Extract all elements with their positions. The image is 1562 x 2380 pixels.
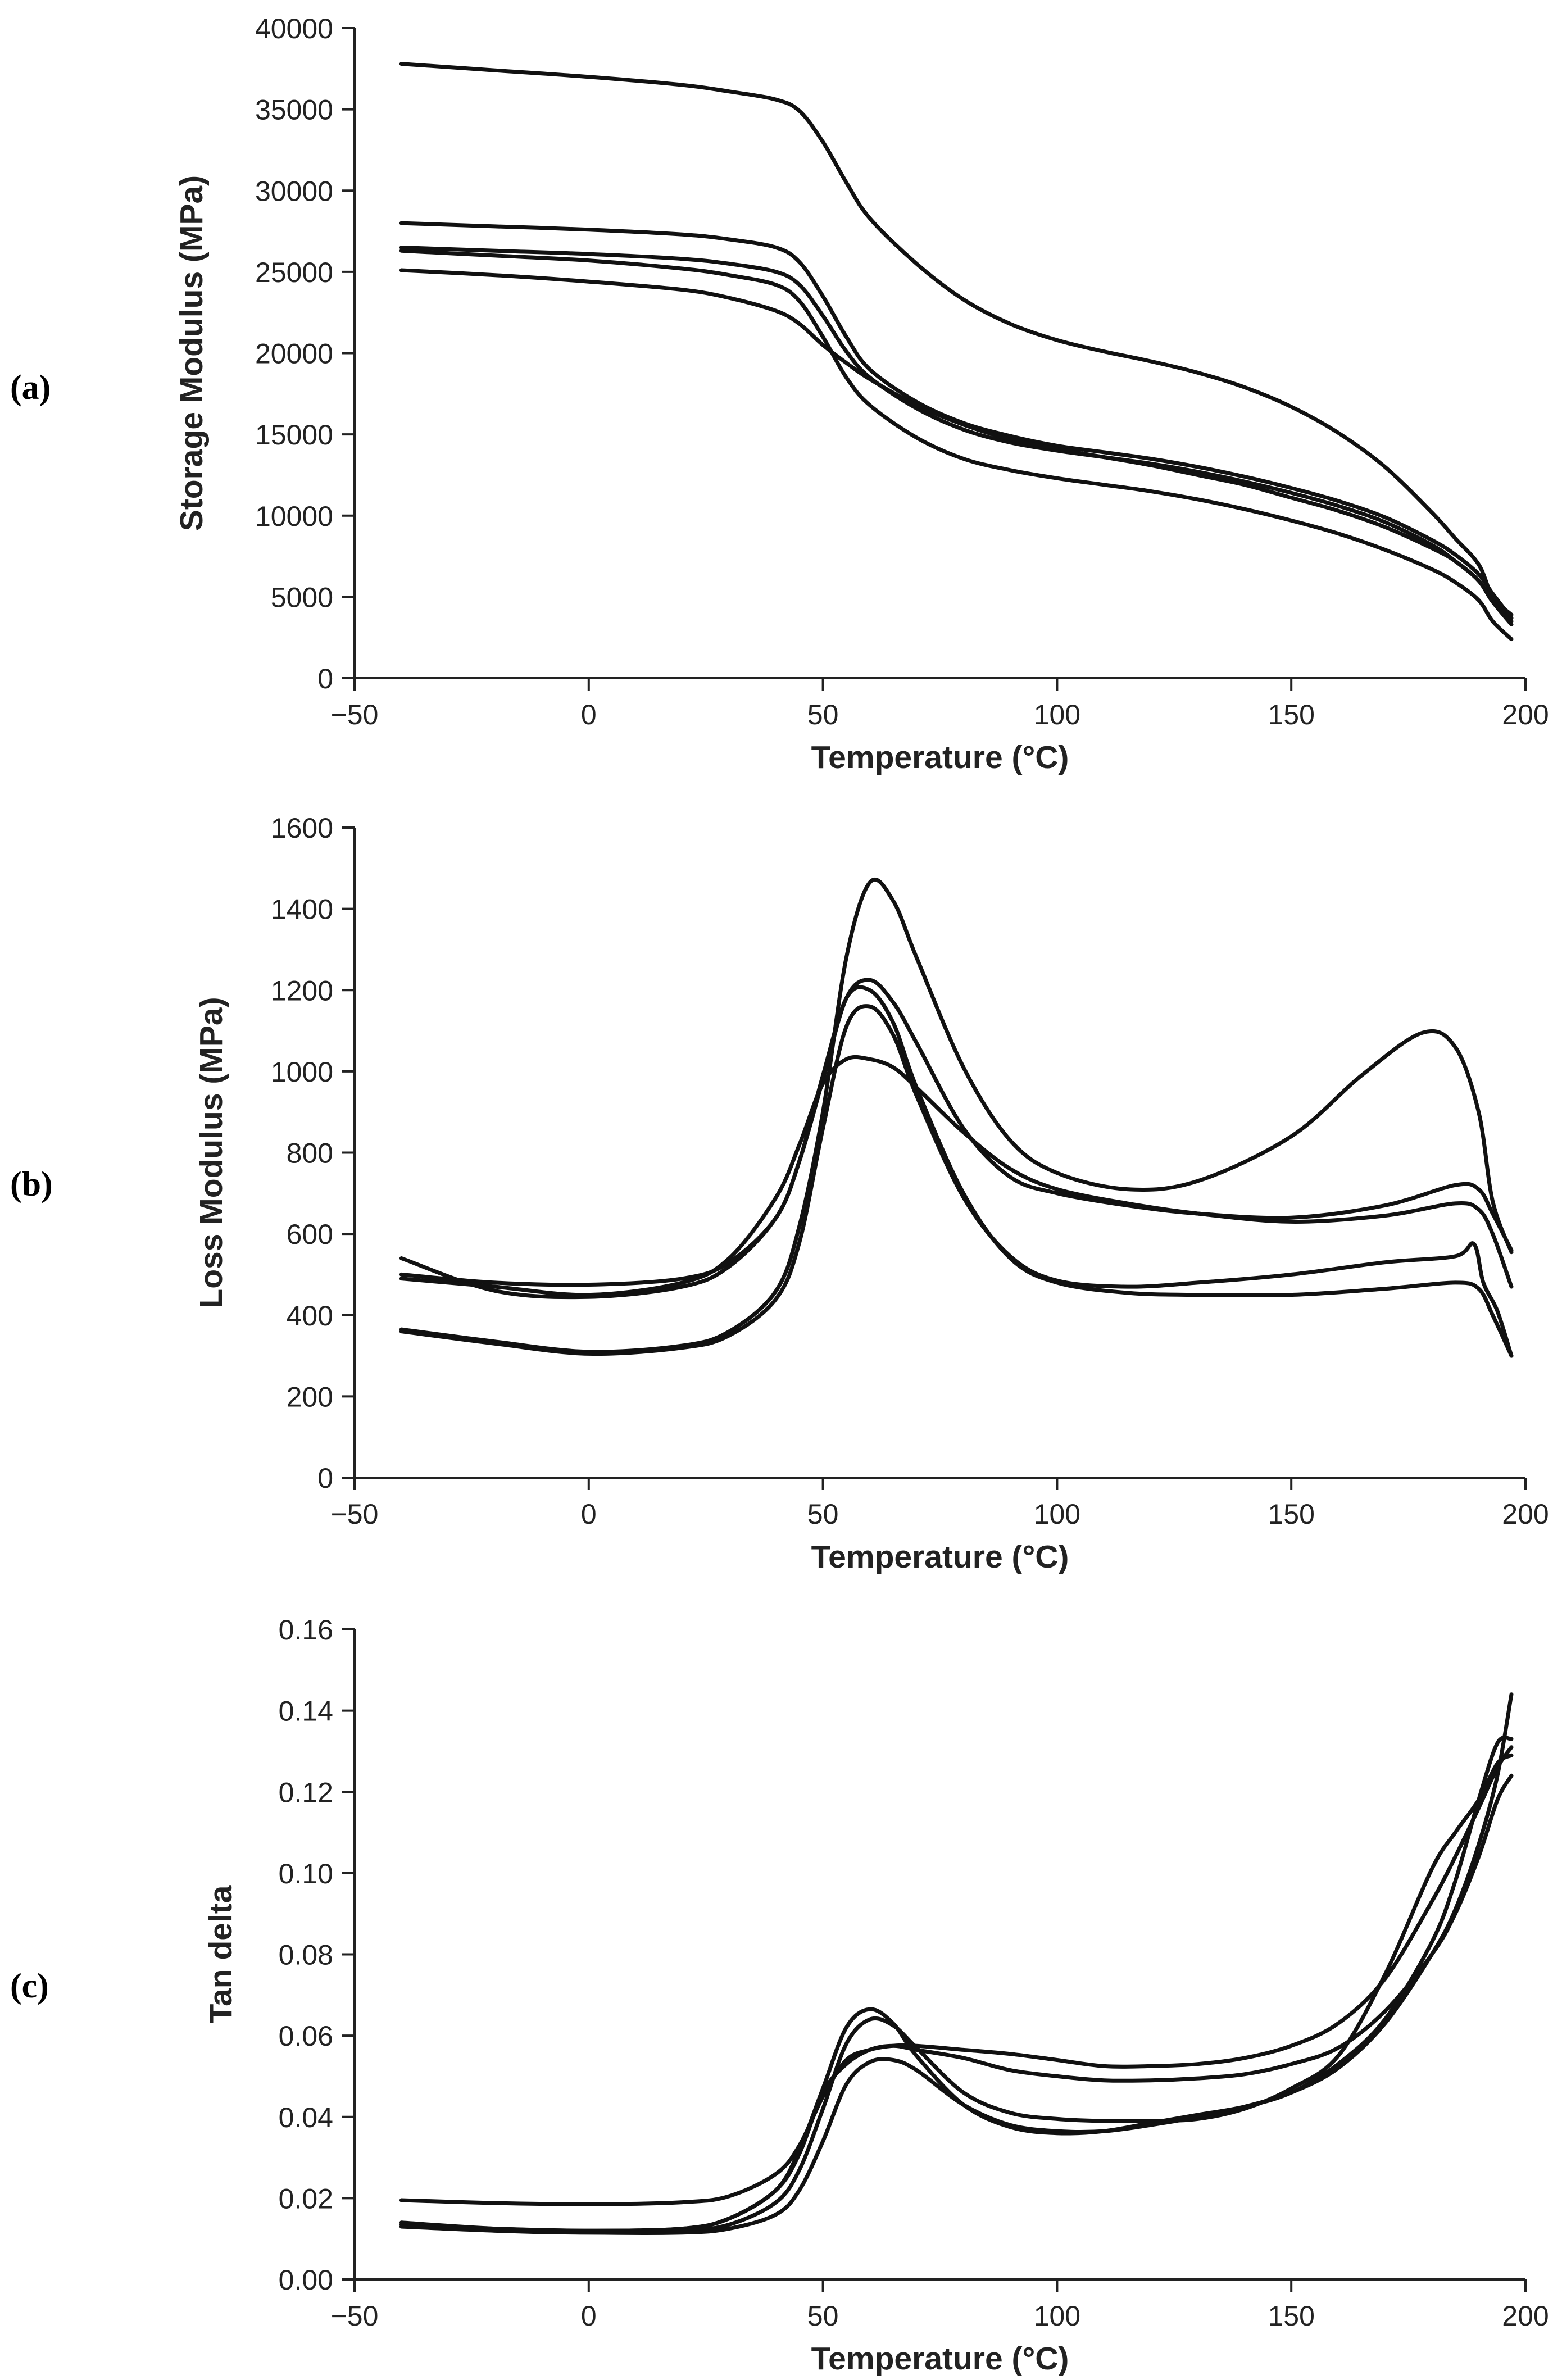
y-tick-label: 200 bbox=[287, 1381, 333, 1412]
series-line-2 bbox=[399, 221, 1514, 620]
y-tick-label: 400 bbox=[287, 1300, 333, 1332]
series-line-1 bbox=[399, 62, 1514, 617]
series-line-4 bbox=[399, 248, 1514, 642]
y-axis-title: Tan delta bbox=[203, 1884, 239, 2023]
x-tick-label: 50 bbox=[807, 2300, 839, 2332]
panel-label: (b) bbox=[10, 1165, 53, 1203]
x-axis-title: Temperature (°C) bbox=[811, 739, 1069, 775]
x-tick-label: −50 bbox=[331, 1498, 379, 1530]
x-tick-label: 200 bbox=[1502, 1498, 1549, 1530]
series-line-3 bbox=[399, 985, 1514, 1358]
y-tick-label: 0 bbox=[317, 663, 333, 694]
y-tick-label: 0.00 bbox=[279, 2264, 333, 2296]
y-tick-label: 30000 bbox=[255, 175, 333, 207]
panel-label: (a) bbox=[10, 369, 51, 407]
y-tick-label: 600 bbox=[287, 1219, 333, 1250]
x-tick-label: 100 bbox=[1034, 1498, 1080, 1530]
x-tick-label: 50 bbox=[807, 699, 839, 730]
x-axis-title: Temperature (°C) bbox=[811, 1539, 1069, 1575]
x-tick-label: 50 bbox=[807, 1498, 839, 1530]
y-tick-label: 800 bbox=[287, 1138, 333, 1169]
x-axis-title: Temperature (°C) bbox=[811, 2341, 1069, 2377]
y-tick-label: 0.12 bbox=[279, 1777, 333, 1808]
x-tick-label: 0 bbox=[581, 1498, 597, 1530]
y-tick-label: 1000 bbox=[271, 1056, 333, 1088]
y-tick-label: 0.02 bbox=[279, 2183, 333, 2214]
y-tick-label: 0.10 bbox=[279, 1858, 333, 1890]
x-tick-label: 150 bbox=[1268, 1498, 1314, 1530]
x-tick-label: 0 bbox=[581, 2300, 597, 2332]
y-tick-label: 20000 bbox=[255, 338, 333, 370]
series-line-3 bbox=[399, 246, 1514, 624]
y-tick-label: 15000 bbox=[255, 419, 333, 451]
x-tick-label: 0 bbox=[581, 699, 597, 730]
x-tick-label: 100 bbox=[1034, 699, 1080, 730]
x-tick-label: 200 bbox=[1502, 2300, 1549, 2332]
y-tick-label: 1600 bbox=[271, 812, 333, 844]
series-line-1 bbox=[399, 877, 1514, 1354]
series-line-5 bbox=[399, 1055, 1514, 1297]
y-tick-label: 35000 bbox=[255, 94, 333, 126]
y-tick-label: 0 bbox=[317, 1462, 333, 1494]
x-tick-label: 200 bbox=[1502, 699, 1549, 730]
x-tick-label: 150 bbox=[1268, 2300, 1314, 2332]
series-line-3 bbox=[399, 1736, 1514, 2233]
series-line-4 bbox=[399, 1753, 1514, 2235]
y-tick-label: 10000 bbox=[255, 501, 333, 532]
y-axis-title: Loss Modulus (MPa) bbox=[193, 997, 229, 1308]
y-tick-label: 5000 bbox=[271, 582, 333, 613]
y-tick-label: 25000 bbox=[255, 257, 333, 288]
x-tick-label: −50 bbox=[331, 699, 379, 730]
y-tick-label: 0.08 bbox=[279, 1940, 333, 1971]
series-line-1 bbox=[399, 1745, 1514, 2206]
y-tick-label: 1400 bbox=[271, 894, 333, 925]
x-tick-label: 100 bbox=[1034, 2300, 1080, 2332]
y-axis-title: Storage Modulus (MPa) bbox=[174, 175, 210, 531]
series-line-2 bbox=[399, 1773, 1514, 2233]
y-tick-label: 40000 bbox=[255, 13, 333, 44]
x-tick-label: 150 bbox=[1268, 699, 1314, 730]
series-line-4 bbox=[399, 1004, 1514, 1358]
series-line-5 bbox=[399, 1692, 1514, 2235]
y-tick-label: 0.06 bbox=[279, 2020, 333, 2052]
y-tick-label: 0.16 bbox=[279, 1614, 333, 1646]
y-tick-label: 0.04 bbox=[279, 2102, 333, 2133]
x-tick-label: −50 bbox=[331, 2300, 379, 2332]
series-line-5 bbox=[399, 268, 1514, 626]
series-line-2 bbox=[399, 978, 1514, 1287]
panel-label: (c) bbox=[10, 1967, 49, 2005]
y-tick-label: 0.14 bbox=[279, 1696, 333, 1727]
y-tick-label: 1200 bbox=[271, 975, 333, 1006]
